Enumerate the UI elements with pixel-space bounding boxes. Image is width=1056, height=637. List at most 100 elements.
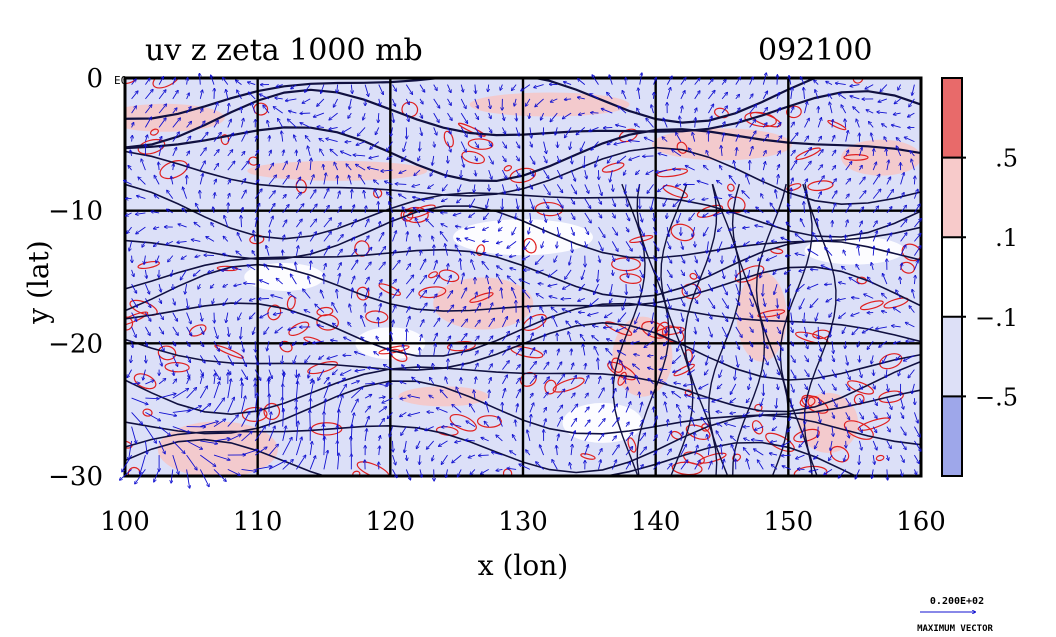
wind-vector: [309, 175, 314, 185]
wind-vector: [213, 382, 219, 399]
wind-vector: [154, 227, 160, 229]
wind-vector: [363, 112, 366, 120]
wind-vector: [369, 155, 379, 158]
wind-vector: [144, 283, 149, 294]
wind-vector: [420, 235, 421, 242]
wind-vector: [405, 289, 413, 299]
wind-vector: [249, 92, 256, 100]
x-axis-label: x (lon): [478, 549, 568, 582]
wind-vector: [309, 219, 316, 228]
wind-vector: [224, 237, 229, 242]
wind-vector: [460, 334, 467, 342]
wind-vector: [393, 440, 394, 452]
wind-vector: [274, 312, 283, 315]
wind-vector: [456, 245, 462, 256]
wind-vector: [296, 204, 303, 214]
vorticity-contour: [696, 204, 724, 218]
vorticity-contour: [879, 353, 903, 370]
wind-vector: [323, 246, 330, 256]
wind-vector: [260, 94, 270, 100]
wind-vector: [241, 369, 248, 380]
wind-vector: [131, 106, 137, 114]
wind-vector: [332, 303, 338, 313]
wind-vector: [213, 207, 214, 213]
vector-legend-value: 0.200E+02: [930, 596, 984, 607]
wind-vector: [388, 412, 393, 418]
wind-vector: [374, 189, 380, 199]
wind-vector: [310, 261, 311, 270]
wind-vector: [227, 415, 238, 427]
vorticity-contour: [449, 413, 477, 432]
wind-vector: [591, 113, 599, 114]
wind-vector: [186, 137, 191, 142]
wind-vector: [268, 369, 272, 379]
wind-vector: [378, 407, 387, 413]
vorticity-contour: [580, 453, 596, 460]
wind-vector: [370, 141, 380, 149]
wind-vector: [186, 440, 203, 449]
wind-vector: [376, 337, 378, 342]
wind-vector: [186, 388, 197, 399]
wind-vector: [914, 398, 915, 404]
wind-vector: [236, 251, 242, 256]
wind-vector: [323, 451, 328, 470]
wind-vector: [172, 312, 178, 321]
wind-vector: [374, 180, 380, 185]
wind-vector: [200, 191, 201, 199]
wind-vector: [442, 427, 448, 428]
wind-vector: [460, 346, 466, 356]
wind-vector: [384, 365, 393, 370]
wind-vector: [873, 369, 874, 376]
wind-vector: [337, 192, 340, 199]
colorbar-segment: [941, 395, 963, 477]
wind-vector: [465, 227, 475, 229]
wind-vector: [192, 240, 201, 242]
wind-vector: [420, 335, 422, 342]
wind-vector: [323, 399, 326, 413]
wind-vector: [447, 84, 451, 93]
wind-vector: [172, 426, 190, 433]
wind-vector: [441, 224, 448, 228]
wind-vector: [167, 210, 174, 214]
wind-vector: [282, 220, 287, 228]
wind-vector: [303, 289, 311, 299]
wind-vector: [378, 397, 385, 398]
wind-vector: [445, 244, 448, 256]
wind-vector: [277, 85, 283, 87]
wind-vector: [250, 312, 256, 319]
wind-vector: [341, 151, 352, 157]
wind-vector: [269, 230, 270, 242]
wind-vector: [254, 409, 261, 427]
wind-vector: [351, 288, 352, 299]
vorticity-contour: [673, 363, 695, 377]
wind-vector: [282, 426, 286, 441]
wind-vector: [392, 469, 397, 477]
wind-vector: [145, 398, 158, 399]
wind-vector: [460, 98, 466, 108]
wind-vector: [365, 206, 366, 213]
vorticity-contour: [149, 128, 159, 136]
wind-vector: [364, 417, 369, 427]
wind-vector: [247, 265, 256, 271]
wind-vector: [241, 179, 246, 185]
wind-vector: [213, 103, 218, 114]
vorticity-patch: [433, 277, 534, 330]
wind-vector: [418, 365, 420, 370]
wind-vector: [242, 208, 243, 214]
wind-vector: [199, 375, 202, 385]
vorticity-contour: [684, 389, 693, 397]
wind-vector: [213, 369, 220, 380]
wind-vector: [342, 127, 352, 132]
wind-vector: [223, 78, 229, 85]
wind-vector: [294, 135, 297, 142]
wind-vector: [238, 233, 242, 242]
wind-vector: [412, 378, 421, 385]
wind-vector: [296, 178, 300, 185]
corner-mark: E0: [114, 74, 127, 87]
colorbar-label: −.5: [975, 383, 1018, 411]
wind-vector: [259, 298, 270, 299]
wind-vector: [131, 426, 137, 443]
wind-vector: [200, 298, 201, 307]
wind-vector: [228, 203, 229, 213]
